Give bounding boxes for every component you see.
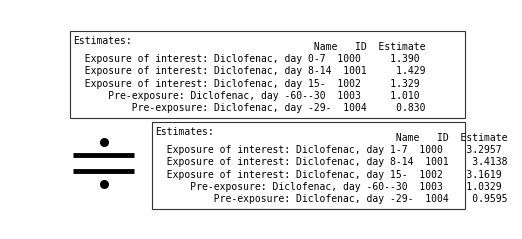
Text: Pre-exposure: Diclofenac, day -60--30  1003    1.0329: Pre-exposure: Diclofenac, day -60--30 10… xyxy=(156,182,502,192)
Text: Name   ID  Estimate: Name ID Estimate xyxy=(73,42,426,52)
Text: Pre-exposure: Diclofenac, day -29-  1004     0.830: Pre-exposure: Diclofenac, day -29- 1004 … xyxy=(73,103,426,113)
Text: Pre-exposure: Diclofenac, day -29-  1004    0.9595: Pre-exposure: Diclofenac, day -29- 1004 … xyxy=(156,194,508,204)
Text: Exposure of interest: Diclofenac, day 15-  1002     1.329: Exposure of interest: Diclofenac, day 15… xyxy=(73,79,420,89)
Text: Exposure of interest: Diclofenac, day 0-7  1000     1.390: Exposure of interest: Diclofenac, day 0-… xyxy=(73,54,420,64)
FancyBboxPatch shape xyxy=(152,122,465,209)
Text: Estimates:: Estimates: xyxy=(73,36,132,46)
Text: Exposure of interest: Diclofenac, day 8-14  1001     1.429: Exposure of interest: Diclofenac, day 8-… xyxy=(73,66,426,76)
Text: Pre-exposure: Diclofenac, day -60--30  1003     1.010: Pre-exposure: Diclofenac, day -60--30 10… xyxy=(73,91,420,101)
FancyBboxPatch shape xyxy=(70,31,465,118)
Text: Exposure of interest: Diclofenac, day 8-14  1001    3.4138: Exposure of interest: Diclofenac, day 8-… xyxy=(156,157,508,167)
Text: Exposure of interest: Diclofenac, day 15-  1002    3.1619: Exposure of interest: Diclofenac, day 15… xyxy=(156,170,502,180)
Text: Name   ID  Estimate: Name ID Estimate xyxy=(156,133,508,143)
Text: Estimates:: Estimates: xyxy=(156,127,214,137)
Text: Exposure of interest: Diclofenac, day 1-7  1000    3.2957: Exposure of interest: Diclofenac, day 1-… xyxy=(156,145,502,155)
